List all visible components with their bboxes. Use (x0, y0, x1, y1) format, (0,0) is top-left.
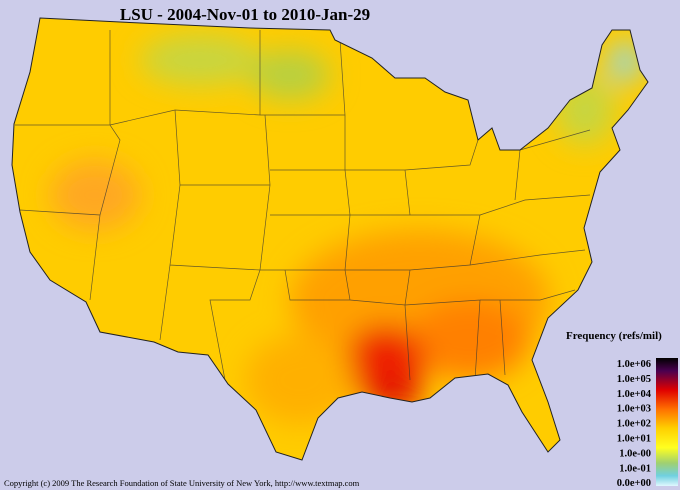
legend-label: 1.0e+03 (617, 404, 651, 415)
legend-labels: 1.0e+06 1.0e+05 1.0e+04 1.0e+03 1.0e+02 1.0e+… (617, 359, 652, 489)
legend-label: 1.0e+06 (617, 359, 651, 370)
legend-label: 1.0e+02 (617, 419, 651, 430)
legend-label: 1.0e-00 (619, 448, 651, 459)
legend-label: 0.0e+00 (617, 478, 651, 489)
map-title: LSU - 2004-Nov-01 to 2010-Jan-29 (120, 5, 370, 24)
legend-label: 1.0e+04 (617, 389, 652, 400)
state-borders (15, 30, 591, 381)
legend-label: 1.0e-01 (619, 463, 651, 474)
heat-blobs (50, 35, 641, 425)
legend-label: 1.0e+05 (617, 374, 651, 385)
legend-label: 1.0e+01 (617, 434, 651, 445)
copyright-footer: Copyright (c) 2009 The Research Foundati… (4, 478, 360, 488)
legend-color-bar (656, 358, 678, 486)
legend-title: Frequency (refs/mil) (566, 330, 662, 342)
